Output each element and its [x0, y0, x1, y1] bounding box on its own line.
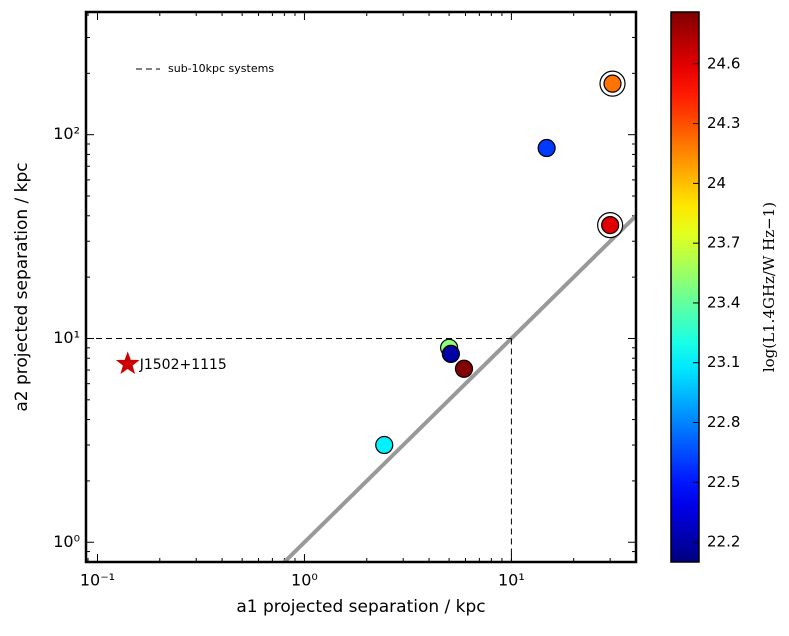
- highlight-label: J1502+1115: [139, 357, 227, 373]
- colorbar-label: log(L1.4GHz/W Hz−1): [760, 202, 778, 372]
- point: [375, 435, 394, 455]
- y-tick-label: 10¹: [53, 328, 80, 347]
- y-axis-label: a2 projected separation / kpc: [12, 162, 32, 411]
- point: [603, 74, 622, 93]
- one-to-one-line: [282, 214, 636, 562]
- point: [601, 216, 620, 235]
- plot-frame: [84, 10, 638, 564]
- x-tick-label: 10⁻¹: [80, 571, 115, 590]
- y-tick-label: 10⁰: [53, 532, 80, 551]
- colorbar-tick-label: 23.7: [707, 234, 740, 252]
- colorbar-tick-label: 23.4: [707, 293, 740, 311]
- colorbar-tick-label: 24.6: [707, 54, 740, 72]
- colorbar-tick-label: 22.8: [707, 413, 740, 431]
- colorbar-tick-label: 24.3: [707, 114, 740, 132]
- colorbar-tick-label: 23.1: [707, 353, 740, 371]
- y-tick-label: 10²: [53, 124, 80, 143]
- point: [537, 138, 556, 158]
- colorbar-tick-label: 22.5: [707, 473, 740, 491]
- highlight-star: [115, 351, 140, 375]
- x-tick-label: 10⁰: [291, 571, 318, 590]
- legend-label: sub-10kpc systems: [168, 62, 274, 75]
- x-tick-label: 10¹: [498, 571, 525, 590]
- point: [454, 359, 474, 378]
- x-axis-label: a1 projected separation / kpc: [236, 597, 485, 617]
- colorbar-tick-label: 22.2: [707, 533, 740, 551]
- colorbar-tick-label: 24: [707, 174, 726, 192]
- plot-area: [86, 70, 636, 562]
- colorbar: [670, 11, 700, 563]
- point: [441, 344, 460, 364]
